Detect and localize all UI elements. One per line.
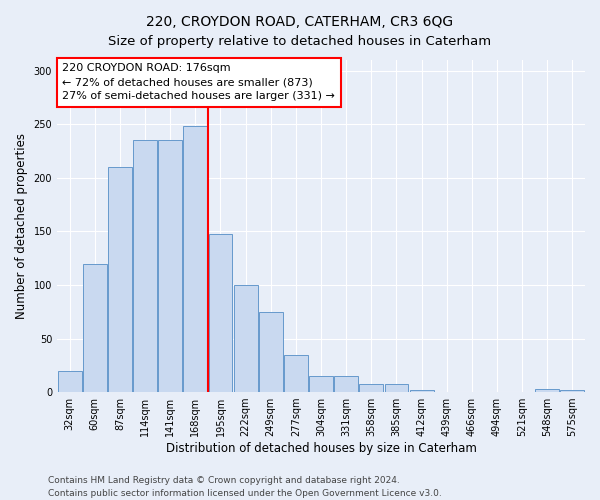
Text: 220 CROYDON ROAD: 176sqm
← 72% of detached houses are smaller (873)
27% of semi-: 220 CROYDON ROAD: 176sqm ← 72% of detach… — [62, 64, 335, 102]
Bar — [359, 384, 383, 392]
Bar — [233, 285, 257, 392]
Bar — [58, 370, 82, 392]
Bar — [133, 140, 157, 392]
Bar — [184, 126, 207, 392]
Bar — [535, 389, 559, 392]
Bar — [385, 384, 409, 392]
Bar — [560, 390, 584, 392]
Bar — [284, 354, 308, 392]
Y-axis label: Number of detached properties: Number of detached properties — [15, 133, 28, 319]
Bar — [334, 376, 358, 392]
Text: Size of property relative to detached houses in Caterham: Size of property relative to detached ho… — [109, 35, 491, 48]
Text: Contains HM Land Registry data © Crown copyright and database right 2024.
Contai: Contains HM Land Registry data © Crown c… — [48, 476, 442, 498]
Text: 220, CROYDON ROAD, CATERHAM, CR3 6QG: 220, CROYDON ROAD, CATERHAM, CR3 6QG — [146, 15, 454, 29]
Bar — [309, 376, 333, 392]
Bar — [410, 390, 434, 392]
X-axis label: Distribution of detached houses by size in Caterham: Distribution of detached houses by size … — [166, 442, 476, 455]
Bar — [108, 167, 132, 392]
Bar — [83, 264, 107, 392]
Bar — [158, 140, 182, 392]
Bar — [209, 234, 232, 392]
Bar — [259, 312, 283, 392]
